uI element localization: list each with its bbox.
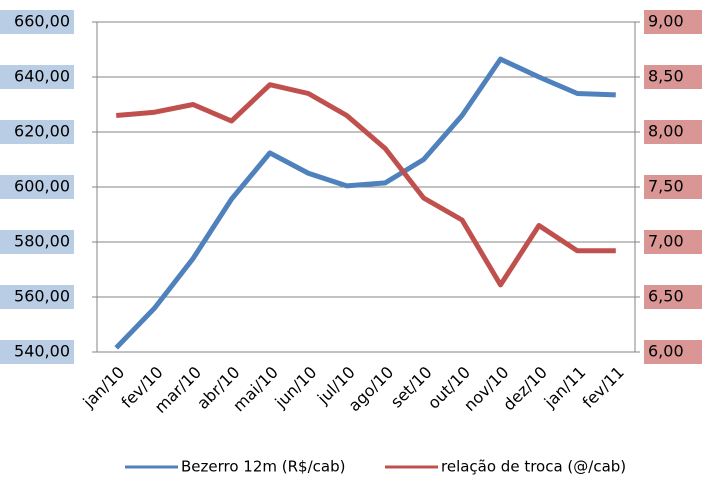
- legend-label: Bezerro 12m (R$/cab): [181, 458, 345, 476]
- tick-label-bg: [0, 175, 74, 199]
- y2-tick-label: 6,00: [648, 342, 684, 361]
- y2-tick-label: 7,50: [648, 177, 684, 196]
- x-tick-label: jan/11: [540, 363, 590, 413]
- tick-label-bg: [0, 10, 74, 34]
- tick-label-bg: [644, 10, 702, 34]
- series-line: [114, 56, 616, 350]
- legend-label: relação de troca (@/cab): [441, 458, 626, 476]
- x-tick-label: dez/10: [499, 363, 551, 415]
- tick-label-bg: [0, 340, 74, 364]
- tick-label-bg: [0, 230, 74, 254]
- y-tick-label: 540,00: [14, 342, 70, 361]
- tick-label-bg: [0, 285, 74, 309]
- y-tick-label: 580,00: [14, 232, 70, 251]
- y-tick-label: 640,00: [14, 67, 70, 86]
- y2-tick-label: 7,00: [648, 232, 684, 251]
- tick-label-bg: [0, 65, 74, 89]
- x-tick-label: jan/10: [79, 363, 129, 413]
- x-tick-label: fev/11: [579, 363, 628, 412]
- tick-label-bg: [0, 120, 74, 144]
- y2-tick-label: 8,50: [648, 67, 684, 86]
- series-line: [116, 82, 616, 288]
- tick-label-bg: [644, 65, 702, 89]
- tick-label-bg: [644, 175, 702, 199]
- tick-label-bg: [644, 230, 702, 254]
- x-tick-label: jun/10: [271, 363, 321, 413]
- tick-label-bg: [644, 285, 702, 309]
- y-tick-label: 560,00: [14, 287, 70, 306]
- y-tick-label: 660,00: [14, 12, 70, 31]
- y2-tick-label: 8,00: [648, 122, 684, 141]
- tick-label-bg: [644, 340, 702, 364]
- y2-tick-label: 6,50: [648, 287, 684, 306]
- tick-label-bg: [644, 120, 702, 144]
- y2-tick-label: 9,00: [648, 12, 684, 31]
- y-tick-label: 620,00: [14, 122, 70, 141]
- y-tick-label: 600,00: [14, 177, 70, 196]
